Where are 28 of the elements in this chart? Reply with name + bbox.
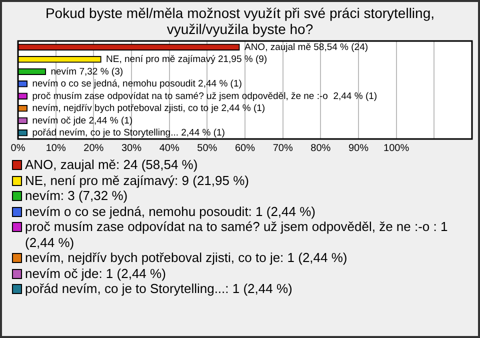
data-label: nevím, nejdřív bych potřeboval zjisti, co to je 2,44 % (1) <box>32 103 266 114</box>
legend-label: nevím, nejdřív bych potřeboval zjisti, co to je: 1 (2,44 %) <box>25 250 348 266</box>
legend-label: nevím oč jde: 1 (2,44 %) <box>25 266 166 281</box>
data-label: NE, není pro mě zajímavý 21,95 % (9) <box>106 54 268 65</box>
x-tick-label: 90% <box>348 142 369 154</box>
data-label: nevím 7,32 % (3) <box>50 66 124 78</box>
x-tick-label: 70% <box>272 142 293 154</box>
legend-label: pořád nevím, co je to Storytelling...: 1 (2,44 %) <box>25 281 292 296</box>
x-tick-label: 50% <box>197 142 218 154</box>
x-tick-label: 80% <box>310 142 331 154</box>
data-label: pořád nevím, co je to Storytelling... 2,44 % (1) <box>32 128 225 138</box>
x-tick-label: 10% <box>46 142 66 154</box>
legend-label: NE, není pro mě zajímavý: 9 (21,95 %) <box>25 172 249 188</box>
legend-label: ANO, zaujal mě: 24 (58,54 %) <box>25 157 198 172</box>
legend-label: nevím: 3 (7,32 %) <box>25 188 128 204</box>
data-label: ANO, zaujal mě 58,54 % (24) <box>244 42 368 53</box>
data-label: nevím oč jde 2,44 % (1) <box>32 115 133 126</box>
chart-title: Pokud byste měl/měla možnost využít při své práci storytelling, využil/využila byste ho? <box>44 4 436 37</box>
x-tick-label: 60% <box>234 142 256 154</box>
x-tick-label: 30% <box>121 142 142 154</box>
data-label: nevím o co se jedná, nemohu posoudit 2,44 % (1) <box>32 78 242 90</box>
x-tick-label: 40% <box>159 142 180 154</box>
legend-label: nevím o co se jedná, nemohu posoudit: 1 (2,44 %) <box>25 204 316 219</box>
x-tick-label: 0% <box>10 142 26 154</box>
x-tick-label: 100% <box>384 142 410 154</box>
legend-label: proč musím zase odpovídat na to samé? už jsem odpověděl, že ne :-o : 1 (2,44 %) <box>25 219 449 250</box>
x-tick-label: 20% <box>84 142 104 154</box>
data-label: proč musím zase odpovídat na to samé? už jsem odpověděl, že ne :-o 2,44 % (1) <box>32 90 378 102</box>
